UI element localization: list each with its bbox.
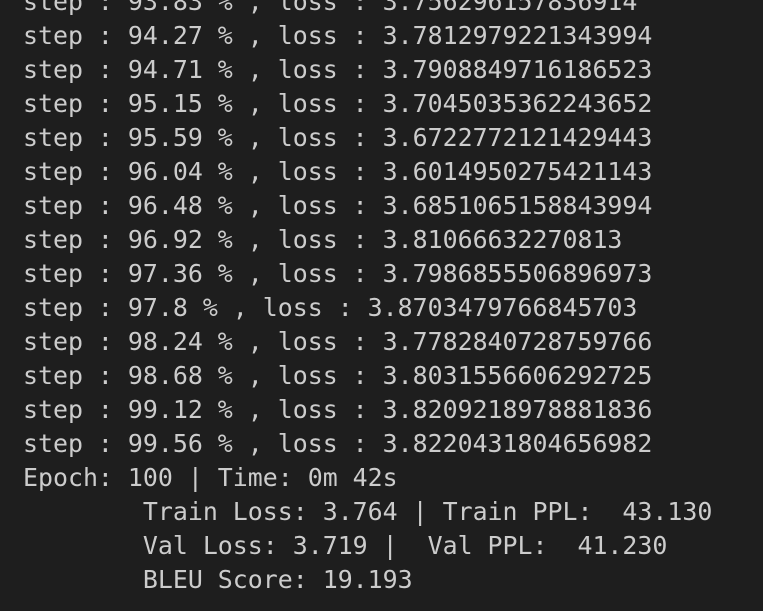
bleu-score: BLEU Score: 19.193 (23, 565, 413, 594)
step-line: step : 98.24 % , loss : 3.77828407287597… (23, 327, 653, 356)
step-line: step : 97.36 % , loss : 3.79868555068969… (23, 259, 653, 288)
terminal-output: step : 93.83 % , loss : 3.75629615783691… (23, 0, 712, 597)
step-line: step : 94.27 % , loss : 3.78129792213439… (23, 21, 653, 50)
step-line: step : 95.15 % , loss : 3.70450353622436… (23, 89, 653, 118)
step-line: step : 99.12 % , loss : 3.82092189788818… (23, 395, 653, 424)
val-metrics: Val Loss: 3.719 | Val PPL: 41.230 (23, 531, 668, 560)
step-line: step : 98.68 % , loss : 3.80315566062927… (23, 361, 653, 390)
step-line: step : 96.92 % , loss : 3.81066632270813 (23, 225, 623, 254)
epoch-summary: Epoch: 100 | Time: 0m 42s (23, 463, 398, 492)
train-metrics: Train Loss: 3.764 | Train PPL: 43.130 (23, 497, 713, 526)
step-line: step : 97.8 % , loss : 3.870347976684570… (23, 293, 638, 322)
step-line: step : 95.59 % , loss : 3.67227721214294… (23, 123, 653, 152)
step-line: step : 96.04 % , loss : 3.60149502754211… (23, 157, 653, 186)
step-line: step : 94.71 % , loss : 3.79088497161865… (23, 55, 653, 84)
step-line: step : 99.56 % , loss : 3.82204318046569… (23, 429, 653, 458)
step-line: step : 93.83 % , loss : 3.75629615783691… (23, 0, 638, 16)
step-line: step : 96.48 % , loss : 3.68510651588439… (23, 191, 653, 220)
